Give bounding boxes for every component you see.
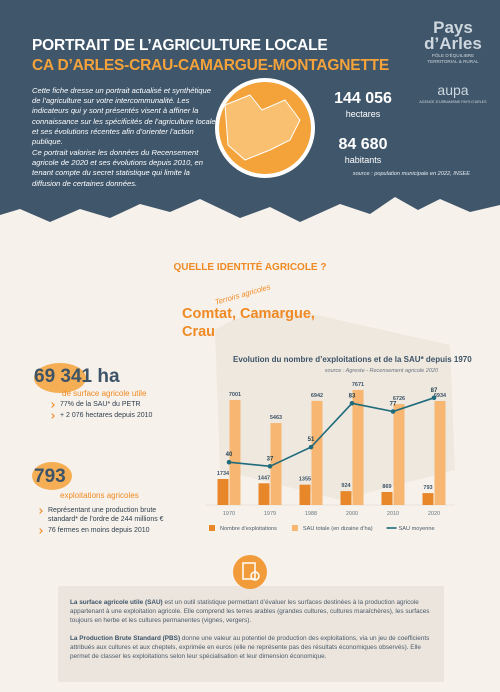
value-label: 87 (431, 388, 438, 394)
x-tick-label: 1988 (305, 511, 317, 517)
value-label: 40 (226, 452, 233, 458)
x-tick-label: 2010 (387, 511, 399, 517)
value-label: 1734 (217, 471, 230, 477)
intro-paragraph: Cette fiche dresse un portrait actualisé… (32, 86, 216, 147)
stat-value: 69 341 ha (34, 366, 120, 387)
bar (311, 400, 323, 505)
line (228, 397, 435, 468)
section-title: QUELLE IDENTITÉ AGRICOLE ? (173, 262, 327, 273)
legend-swatch (209, 525, 215, 531)
intro-paragraph: Ce portrait valorise les données du Rece… (32, 148, 203, 188)
value-label: 793 (423, 485, 432, 491)
value-label: 77 (390, 402, 397, 408)
glossary-entry: La Production Brute Standard (PBS) donne… (70, 634, 432, 661)
value-label: 7671 (352, 382, 364, 388)
value-label: 5463 (270, 415, 282, 421)
line-point (431, 395, 437, 401)
icon-lens (250, 571, 260, 581)
x-tick-label: 1970 (223, 511, 235, 517)
bar (340, 491, 352, 505)
stat-value: 793 (34, 466, 66, 487)
glossary-entry: La surface agricole utile (SAU) est un o… (70, 598, 432, 625)
blob (34, 363, 86, 393)
glossary-text: est un outil statistique permettant d’év… (70, 599, 430, 624)
value-label: 7001 (229, 392, 241, 398)
bar (299, 484, 311, 505)
logo: aupa (437, 82, 469, 98)
x-tick-label: 2020 (428, 511, 440, 517)
legend-label: SAU moyenne (399, 526, 435, 532)
bar (393, 404, 405, 505)
x-tick-label: 1979 (264, 511, 276, 517)
logo: Pays d’Arles (424, 18, 482, 53)
source: source : population municipale en 2022, … (352, 171, 470, 177)
bullet-list: Représentant une production brute standa… (36, 506, 186, 537)
icon (233, 555, 267, 589)
bullet: Représentant une production brute standa… (36, 506, 186, 524)
key-figure: 84 680 (338, 136, 388, 153)
chart-source: source : Agreste - Recensement agricole … (325, 368, 439, 374)
bar (381, 491, 393, 505)
subtitle: CA D’ARLES-CRAU-CAMARGUE-MONTAGNETTE (32, 57, 390, 74)
value-label: 1447 (258, 475, 270, 481)
glossary-text: donne une valeur au potentiel de product… (70, 635, 430, 660)
bar (258, 483, 270, 505)
glossary-box (58, 586, 444, 682)
icon-doc (242, 562, 256, 580)
title: PORTRAIT DE L’AGRICULTURE LOCALE (32, 37, 328, 54)
line-point (390, 409, 396, 414)
line-point (308, 444, 314, 450)
bullet-list: 77% de la SAU* du PETR + 2 076 hectares … (48, 400, 178, 422)
chart: Evolution du nombre d’exploitations et d… (205, 355, 472, 532)
x-tick-label: 2000 (346, 511, 358, 517)
chart-title: Evolution du nombre d’exploitations et d… (233, 355, 472, 364)
value-label: 51 (308, 437, 315, 443)
bullet: 77% de la SAU* du PETR (48, 400, 178, 409)
key-figure-unit: habitants (344, 155, 382, 165)
bullet: + 2 076 hectares depuis 2010 (48, 411, 178, 420)
map-territory (224, 94, 301, 161)
bar (422, 493, 434, 505)
bar (352, 389, 364, 505)
value-label: 6942 (311, 393, 323, 399)
value-label: 6726 (393, 396, 405, 402)
bullet: 76 fermes en moins depuis 2010 (36, 526, 186, 535)
bar (217, 478, 229, 505)
stat-label: exploitations agricoles (60, 491, 139, 500)
value-label: 37 (267, 456, 274, 462)
key-figure-unit: hectares (345, 109, 381, 119)
bar (434, 400, 446, 505)
value-label: 6934 (434, 393, 447, 399)
glossary-term: La surface agricole utile (SAU) (70, 599, 163, 606)
line-point (349, 400, 355, 406)
value-label: 869 (382, 484, 391, 490)
glossary-term: La Production Brute Standard (PBS) (70, 635, 181, 642)
line-point (267, 464, 273, 469)
stat-label: de surface agricole utile (62, 389, 147, 398)
logo-tagline: PÔLE D’ÉQUILIBRE TERRITORIAL & RURAL (427, 53, 479, 64)
legend-swatch (291, 525, 298, 531)
value-label: 924 (341, 483, 351, 489)
logo-tagline: AGENCE D’URBANISME PAYS D’ARLES (419, 100, 487, 104)
blob (32, 462, 72, 490)
bar (229, 399, 241, 505)
value-label: 1355 (299, 477, 311, 483)
legend-label: Nombre d’exploitations (220, 526, 277, 532)
value-label: 83 (349, 393, 356, 399)
key-figure: 144 056 (334, 90, 392, 107)
legend-label: SAU totale (en dizaine d’ha) (303, 526, 373, 532)
line-point (226, 459, 232, 465)
terroirs: Comtat, Camargue, Crau (182, 306, 315, 340)
